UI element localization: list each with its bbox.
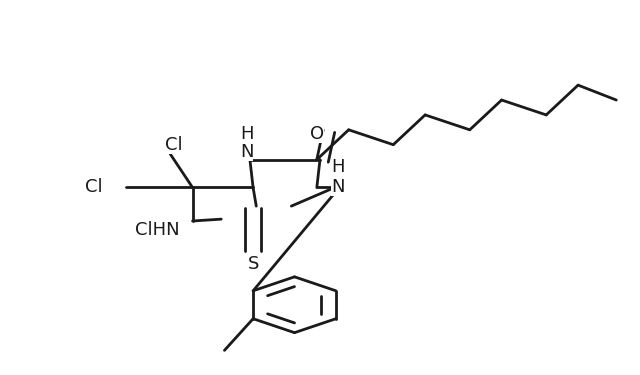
Text: Cl: Cl bbox=[85, 178, 102, 196]
Text: N: N bbox=[331, 178, 344, 196]
Text: Cl: Cl bbox=[164, 136, 182, 154]
Text: H: H bbox=[240, 124, 253, 142]
Text: S: S bbox=[248, 255, 259, 273]
Text: H: H bbox=[331, 158, 344, 176]
Text: N: N bbox=[240, 143, 253, 161]
Text: ClHN: ClHN bbox=[135, 221, 180, 239]
Text: O: O bbox=[310, 124, 324, 142]
